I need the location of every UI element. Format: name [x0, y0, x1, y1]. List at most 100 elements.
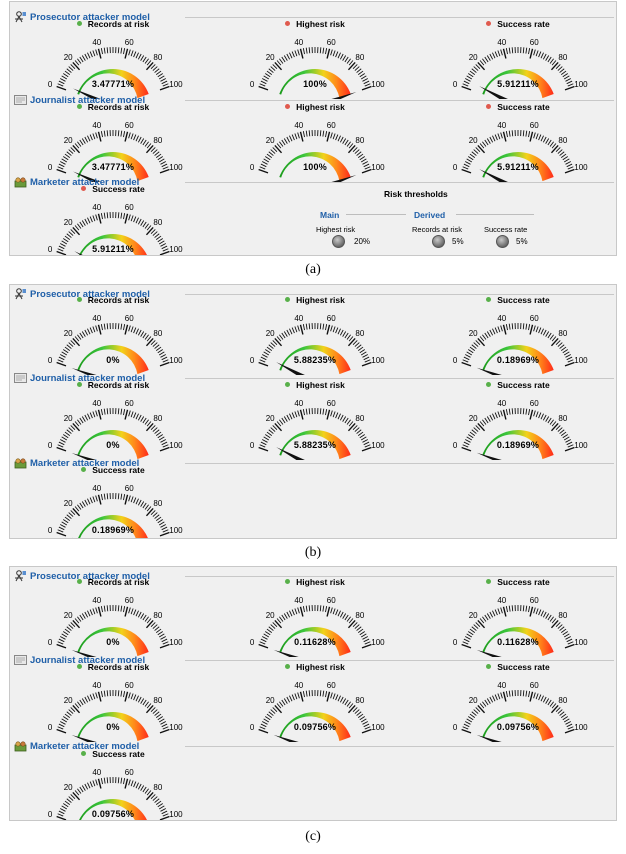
gauge-tick	[540, 413, 544, 420]
gauge-tick	[260, 80, 267, 85]
gauge-tick	[89, 327, 93, 334]
gauge-tick	[286, 136, 291, 143]
risk-gauge: Success rate 0 20 40 60 80 100 0.18969%	[23, 465, 203, 538]
gauge-tick	[335, 412, 339, 419]
gauge-tick	[142, 56, 147, 63]
status-dot-icon	[81, 186, 87, 191]
gauge-tick	[362, 439, 368, 443]
gauge-tick	[92, 133, 96, 140]
gauge-tick	[57, 248, 64, 252]
gauge-tick	[525, 47, 528, 54]
gauge-tick	[492, 52, 496, 59]
gauge-tick	[497, 50, 501, 57]
gauge-tick	[357, 713, 364, 719]
gauge-tick	[354, 342, 360, 347]
gauge-tick	[492, 695, 496, 702]
status-dot-icon	[285, 21, 291, 26]
gauge-tick	[550, 422, 559, 432]
gauge-value: 0.18969%	[91, 525, 135, 535]
gauge-tick	[500, 607, 503, 614]
gauge-tick	[123, 48, 126, 55]
risk-gauge: Success rate 0 20 40 60 80 100 0.18969%	[428, 295, 608, 377]
gauge-tick	[272, 707, 278, 713]
gauge-tick	[364, 166, 371, 170]
gauge-tick	[87, 52, 91, 59]
gauge-tick	[146, 336, 152, 342]
gauge-tick	[497, 608, 501, 615]
gauge-tick	[528, 409, 531, 416]
gauge-tick-label: 60	[327, 38, 336, 47]
gauge-tick	[555, 707, 561, 713]
gauge-tick	[272, 147, 278, 153]
gauge-label: Highest risk	[296, 662, 345, 672]
gauge-tick	[465, 636, 471, 640]
highest-risk-knob[interactable]	[332, 235, 345, 248]
gauge-tick-label: 80	[153, 783, 162, 792]
gauge-tick-label: 40	[294, 596, 303, 605]
gauge-tick-label: 100	[169, 441, 183, 450]
gauge-label: Records at risk	[87, 662, 150, 672]
gauge-tick	[142, 502, 147, 509]
gauge-tick	[525, 323, 528, 330]
gauge-tick	[159, 531, 170, 537]
gauge-tick	[508, 408, 511, 415]
gauge-tick	[342, 698, 347, 704]
gauge-tick	[162, 726, 169, 730]
gauge-tick	[120, 408, 123, 415]
gauge-tick	[128, 49, 131, 56]
gauge-tick	[276, 421, 282, 427]
gauge-tick	[144, 701, 149, 707]
gauge-title: Records at risk	[23, 380, 203, 390]
gauge-tick-label: 80	[355, 329, 364, 338]
gauge-tick	[529, 131, 534, 142]
gauge-tick	[274, 337, 283, 347]
gauge-tick	[56, 361, 67, 367]
gauge-tick	[103, 605, 106, 612]
gauge-tick	[549, 701, 554, 707]
gauge-tick	[92, 411, 96, 418]
gauge-tick	[551, 421, 557, 427]
gauge-tick	[339, 329, 344, 336]
success-rate-knob[interactable]	[496, 235, 509, 248]
gauge-tick	[159, 728, 170, 734]
gauge-tick	[74, 703, 80, 709]
gauge-tick	[130, 411, 134, 418]
section-header: Marketer attacker model	[14, 739, 139, 753]
gauge-tick	[319, 130, 322, 137]
highest-risk-threshold-value: 20%	[354, 237, 371, 246]
gauge-tick	[81, 785, 86, 791]
gauge-tick	[339, 414, 344, 421]
gauge-dial: 0 20 40 60 80 100	[453, 38, 588, 99]
gauge-tick	[152, 796, 158, 801]
gauge-label: Records at risk	[87, 102, 150, 112]
gauge-tick	[497, 411, 501, 418]
gauge-tick	[542, 329, 547, 336]
risk-gauge: Success rate 0 20 40 60 80 100 0.09756%	[23, 749, 203, 820]
gauge-needle	[479, 86, 508, 99]
gauge-tick-label: 80	[355, 53, 364, 62]
gauge-tick	[356, 68, 362, 73]
gauge-tick	[297, 607, 300, 614]
gauge-tick	[158, 436, 165, 441]
gauge-tick	[542, 414, 547, 421]
gauge-tick	[140, 331, 145, 337]
gauge-tick-label: 0	[453, 80, 458, 89]
gauge-tick	[159, 168, 170, 174]
gauge-tick	[155, 800, 162, 806]
gauge-tick	[461, 361, 472, 367]
gauge-tick	[528, 48, 531, 55]
gauge-tick	[533, 692, 536, 699]
gauge-tick	[92, 693, 96, 700]
gauge-tick-label: 40	[92, 203, 101, 212]
risk-gauge: Highest risk 0 20 40 60 80 100 5.88235%	[225, 295, 405, 377]
gauge-tick	[135, 52, 139, 59]
gauge-tick	[281, 417, 286, 424]
gauge-tick	[473, 427, 479, 432]
gauge-tick	[106, 323, 109, 330]
gauge-tick	[265, 349, 271, 354]
records-at-risk-knob[interactable]	[432, 235, 445, 248]
gauge-dial: 0 20 40 60 80 100	[250, 121, 385, 182]
section-header: Prosecutor attacker model	[14, 287, 150, 301]
gauge-tick	[58, 723, 65, 728]
gauge-tick	[557, 342, 563, 347]
